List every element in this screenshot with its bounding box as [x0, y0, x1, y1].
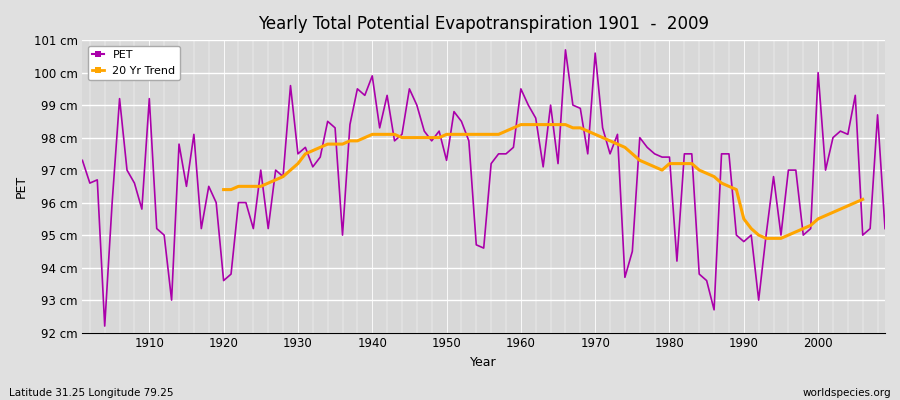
Legend: PET, 20 Yr Trend: PET, 20 Yr Trend	[88, 46, 180, 80]
Text: worldspecies.org: worldspecies.org	[803, 388, 891, 398]
Y-axis label: PET: PET	[15, 175, 28, 198]
Text: Latitude 31.25 Longitude 79.25: Latitude 31.25 Longitude 79.25	[9, 388, 174, 398]
Title: Yearly Total Potential Evapotranspiration 1901  -  2009: Yearly Total Potential Evapotranspiratio…	[258, 15, 709, 33]
X-axis label: Year: Year	[471, 356, 497, 369]
